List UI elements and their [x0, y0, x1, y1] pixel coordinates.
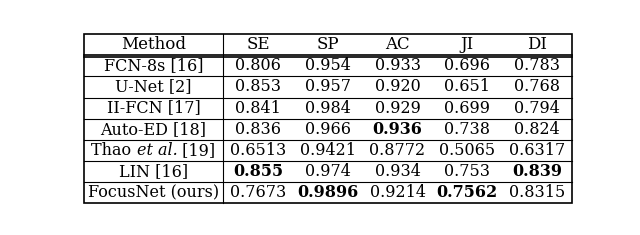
Text: et al.: et al.	[137, 142, 177, 159]
Text: 0.738: 0.738	[444, 121, 490, 138]
Text: 0.9214: 0.9214	[369, 184, 426, 201]
Text: [19]: [19]	[177, 142, 216, 159]
Text: FCN-8s [16]: FCN-8s [16]	[104, 57, 204, 74]
Text: 0.957: 0.957	[305, 78, 351, 95]
Text: AC: AC	[385, 36, 410, 53]
Text: JI: JI	[461, 36, 474, 53]
Text: 0.966: 0.966	[305, 121, 351, 138]
Text: 0.6513: 0.6513	[230, 142, 286, 159]
Text: 0.651: 0.651	[444, 78, 490, 95]
Text: DI: DI	[527, 36, 547, 53]
Text: 0.936: 0.936	[372, 121, 422, 138]
Text: 0.7562: 0.7562	[436, 184, 498, 201]
Text: 0.954: 0.954	[305, 57, 351, 74]
Text: 0.9421: 0.9421	[300, 142, 356, 159]
Text: II-FCN [17]: II-FCN [17]	[107, 100, 200, 117]
Text: 0.974: 0.974	[305, 163, 351, 180]
Text: U-Net [2]: U-Net [2]	[115, 78, 192, 95]
Text: 0.5065: 0.5065	[439, 142, 495, 159]
Text: 0.9896: 0.9896	[297, 184, 358, 201]
Text: SP: SP	[316, 36, 339, 53]
Text: LIN [16]: LIN [16]	[119, 163, 188, 180]
Text: 0.855: 0.855	[233, 163, 283, 180]
Text: 0.8772: 0.8772	[369, 142, 426, 159]
Text: 0.794: 0.794	[514, 100, 560, 117]
Text: 0.934: 0.934	[374, 163, 420, 180]
Text: Thao: Thao	[92, 142, 137, 159]
Text: 0.806: 0.806	[235, 57, 281, 74]
Text: 0.8315: 0.8315	[509, 184, 565, 201]
Text: 0.836: 0.836	[235, 121, 281, 138]
Text: 0.753: 0.753	[444, 163, 490, 180]
Text: FocusNet (ours): FocusNet (ours)	[88, 184, 219, 201]
Text: 0.699: 0.699	[444, 100, 490, 117]
Text: 0.7673: 0.7673	[230, 184, 286, 201]
Text: 0.768: 0.768	[514, 78, 560, 95]
Text: 0.929: 0.929	[374, 100, 420, 117]
Text: 0.853: 0.853	[235, 78, 281, 95]
Text: 0.984: 0.984	[305, 100, 351, 117]
Text: Method: Method	[121, 36, 186, 53]
Text: 0.933: 0.933	[374, 57, 420, 74]
Text: 0.920: 0.920	[374, 78, 420, 95]
Text: Auto-ED [18]: Auto-ED [18]	[100, 121, 207, 138]
Text: 0.6317: 0.6317	[509, 142, 565, 159]
Text: 0.824: 0.824	[515, 121, 560, 138]
Text: 0.841: 0.841	[235, 100, 281, 117]
Text: 0.839: 0.839	[512, 163, 562, 180]
Text: 0.696: 0.696	[444, 57, 490, 74]
Text: 0.783: 0.783	[514, 57, 560, 74]
Text: SE: SE	[246, 36, 270, 53]
